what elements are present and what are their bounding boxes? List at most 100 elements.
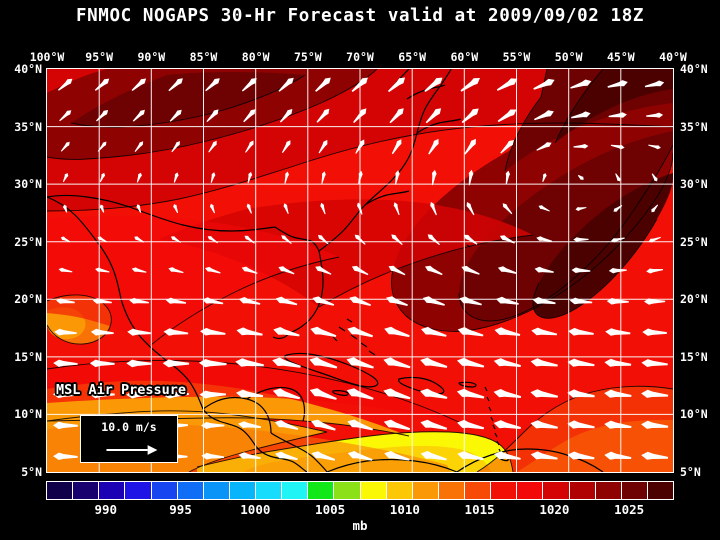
wind-arrow (312, 296, 335, 306)
longitude-tick-label: 100°W (29, 50, 65, 64)
wind-arrow (99, 172, 106, 183)
wind-arrow (430, 201, 437, 216)
wind-arrow (278, 266, 295, 275)
longitude-tick-label: 40°W (659, 50, 687, 64)
wind-arrow (604, 358, 632, 367)
longitude-tick-label: 95°W (85, 50, 114, 64)
wind-arrow (236, 389, 264, 398)
wind-arrow (461, 108, 479, 124)
wind-arrow (272, 357, 301, 368)
wind-arrow (238, 452, 261, 459)
colorbar-swatch (491, 482, 518, 499)
wind-arrow (577, 174, 584, 180)
wind-arrow (533, 78, 555, 90)
wind-arrow (457, 357, 485, 368)
wind-arrow (499, 235, 515, 244)
wind-arrow (346, 357, 374, 369)
longitude-tick-label: 70°W (346, 50, 374, 64)
wind-arrow (349, 296, 371, 306)
wind-arrow (424, 77, 443, 92)
wind-arrow (648, 236, 661, 243)
colorbar-tick-label: 990 (94, 502, 118, 517)
wind-arrow (420, 357, 448, 368)
wind-arrow (54, 328, 77, 336)
wind-arrow (358, 170, 363, 185)
colorbar-swatch (386, 482, 413, 499)
wind-arrow (391, 139, 402, 155)
wind-arrow (607, 80, 628, 88)
colorbar-swatch (177, 482, 204, 499)
wind-arrow (127, 328, 151, 336)
colorbar-tick-label: 1010 (389, 502, 420, 517)
wind-arrow (200, 327, 226, 336)
wind-arrow (89, 359, 115, 368)
wind-arrow (311, 451, 336, 461)
colorbar-tick-label: 1000 (240, 502, 271, 517)
wind-arrow (493, 358, 521, 367)
wind-arrow (353, 108, 367, 123)
wind-arrow (651, 173, 658, 182)
wind-arrow (209, 203, 215, 214)
wind-arrow (502, 203, 513, 215)
wind-arrow (646, 268, 664, 274)
wind-arrow (315, 266, 332, 275)
wind-arrow (90, 328, 114, 336)
wind-arrow (351, 77, 368, 92)
wind-arrow (641, 420, 669, 429)
wind-arrow (461, 265, 480, 275)
wind-arrow (571, 111, 591, 119)
wind-arrow (246, 203, 252, 214)
colorbar-swatch (621, 482, 648, 499)
wind-arrow (318, 234, 329, 245)
wind-arrow (386, 296, 408, 306)
wind-arrow (198, 359, 227, 368)
colorbar-unit-label: mb (352, 518, 368, 533)
wind-arrow (536, 236, 553, 242)
wind-arrow (205, 266, 221, 274)
wind-arrow (94, 78, 110, 91)
wind-arrow (388, 77, 406, 93)
wind-arrow (493, 389, 522, 398)
colorbar-swatch (360, 482, 387, 499)
wind-arrow (131, 78, 147, 91)
map-plot-area (46, 68, 674, 473)
latitude-tick-label-right: 15°N (680, 349, 708, 364)
wind-arrow (136, 204, 142, 213)
wind-arrow (530, 420, 558, 429)
wind-arrow (642, 328, 667, 336)
wind-arrow (201, 422, 225, 429)
wind-arrow (347, 326, 373, 338)
wind-arrow (171, 141, 180, 153)
wind-arrow (567, 451, 595, 460)
wind-arrow (316, 108, 330, 123)
colorbar-tick-labels: 990 995 1000 1005 1010 1015 1020 1025 (46, 502, 674, 518)
wind-arrow (131, 267, 147, 273)
wind-arrow (199, 390, 226, 399)
wind-arrow (320, 202, 326, 215)
wind-arrow (393, 202, 400, 216)
colorbar-swatch (569, 482, 596, 499)
wind-arrow (641, 389, 669, 398)
wind-arrow (272, 388, 301, 400)
wind-arrow (245, 140, 254, 153)
wind-arrow (315, 77, 331, 92)
longitude-tick-label: 60°W (450, 50, 479, 64)
wind-arrow (496, 296, 519, 305)
wind-arrow (604, 420, 632, 429)
wind-arrow (60, 236, 71, 243)
wind-vector-legend: 10.0 m/s (80, 415, 178, 463)
latitude-tick-label-left: 5°N (21, 465, 42, 479)
colorbar-swatch (543, 482, 570, 499)
wind-arrow (357, 202, 363, 215)
latitude-tick-label-left: 30°N (14, 177, 42, 192)
colorbar-tick-label: 1025 (614, 502, 645, 517)
wind-arrow (206, 109, 219, 122)
wind-arrow (60, 141, 70, 152)
wind-arrow (97, 236, 108, 243)
wind-arrow (530, 358, 558, 367)
longitude-tick-label: 85°W (189, 50, 218, 64)
wind-arrow (425, 108, 442, 124)
latitude-tick-label-left: 15°N (14, 349, 42, 364)
wind-arrow (309, 357, 338, 369)
